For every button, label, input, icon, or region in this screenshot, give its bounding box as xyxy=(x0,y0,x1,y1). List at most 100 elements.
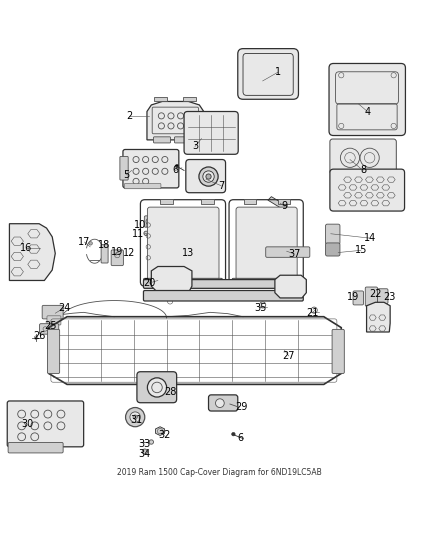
Text: 22: 22 xyxy=(369,289,381,299)
Text: 30: 30 xyxy=(21,419,34,429)
FancyBboxPatch shape xyxy=(111,250,124,265)
FancyBboxPatch shape xyxy=(186,159,226,193)
Text: 23: 23 xyxy=(383,292,396,302)
Text: 26: 26 xyxy=(33,332,45,341)
Text: 32: 32 xyxy=(158,430,171,440)
FancyBboxPatch shape xyxy=(124,183,161,189)
Circle shape xyxy=(133,415,138,419)
Polygon shape xyxy=(183,97,196,101)
Text: 8: 8 xyxy=(360,165,366,175)
Circle shape xyxy=(206,174,211,179)
Circle shape xyxy=(149,440,153,444)
FancyBboxPatch shape xyxy=(208,395,238,411)
Polygon shape xyxy=(155,427,165,435)
FancyBboxPatch shape xyxy=(329,63,406,135)
Text: 19: 19 xyxy=(347,292,360,302)
Text: 16: 16 xyxy=(20,243,32,253)
Text: 35: 35 xyxy=(255,303,267,312)
FancyBboxPatch shape xyxy=(236,207,297,280)
Text: 1: 1 xyxy=(275,67,281,77)
FancyBboxPatch shape xyxy=(353,291,364,305)
FancyBboxPatch shape xyxy=(42,305,63,319)
FancyBboxPatch shape xyxy=(238,49,298,99)
Text: 9: 9 xyxy=(282,201,288,211)
FancyBboxPatch shape xyxy=(153,137,170,143)
Text: 21: 21 xyxy=(306,308,318,318)
Text: 6: 6 xyxy=(172,165,178,175)
Circle shape xyxy=(175,164,179,168)
FancyBboxPatch shape xyxy=(232,278,300,286)
Circle shape xyxy=(89,241,92,245)
Circle shape xyxy=(199,167,218,186)
FancyBboxPatch shape xyxy=(332,329,344,374)
Circle shape xyxy=(130,412,141,422)
Circle shape xyxy=(203,171,214,182)
FancyBboxPatch shape xyxy=(144,290,303,301)
FancyBboxPatch shape xyxy=(365,287,378,306)
Text: 34: 34 xyxy=(139,449,151,459)
Circle shape xyxy=(144,231,148,236)
Circle shape xyxy=(146,218,153,225)
FancyBboxPatch shape xyxy=(144,280,300,288)
Text: 4: 4 xyxy=(364,107,371,117)
FancyBboxPatch shape xyxy=(378,289,388,304)
Text: 24: 24 xyxy=(58,303,70,313)
FancyBboxPatch shape xyxy=(330,139,396,174)
Text: 25: 25 xyxy=(45,321,57,331)
Polygon shape xyxy=(154,97,166,101)
Text: 3: 3 xyxy=(192,141,198,151)
Circle shape xyxy=(126,408,145,427)
FancyBboxPatch shape xyxy=(137,372,177,403)
Text: 19: 19 xyxy=(111,247,124,257)
Polygon shape xyxy=(367,302,390,332)
FancyBboxPatch shape xyxy=(123,149,179,188)
Polygon shape xyxy=(268,197,287,210)
Polygon shape xyxy=(275,275,306,298)
FancyBboxPatch shape xyxy=(325,243,340,256)
Text: 13: 13 xyxy=(182,248,194,259)
FancyBboxPatch shape xyxy=(330,169,405,211)
FancyBboxPatch shape xyxy=(120,157,128,180)
Circle shape xyxy=(142,449,148,454)
Text: 27: 27 xyxy=(283,351,295,361)
FancyBboxPatch shape xyxy=(174,137,191,143)
FancyBboxPatch shape xyxy=(47,316,61,325)
Text: 14: 14 xyxy=(364,233,376,243)
FancyBboxPatch shape xyxy=(144,278,223,286)
Text: 11: 11 xyxy=(132,229,145,239)
Text: 2: 2 xyxy=(127,111,133,121)
FancyBboxPatch shape xyxy=(148,207,219,280)
Polygon shape xyxy=(160,199,173,204)
Text: 17: 17 xyxy=(78,237,91,247)
Text: 5: 5 xyxy=(124,170,130,180)
Text: 33: 33 xyxy=(139,439,151,449)
Text: 37: 37 xyxy=(288,249,300,259)
Text: 28: 28 xyxy=(164,387,176,397)
FancyBboxPatch shape xyxy=(101,245,108,263)
Polygon shape xyxy=(151,266,192,293)
Text: 18: 18 xyxy=(98,240,110,250)
Circle shape xyxy=(215,399,224,408)
Text: 12: 12 xyxy=(124,248,136,259)
FancyBboxPatch shape xyxy=(266,247,310,257)
Text: 20: 20 xyxy=(143,278,155,288)
Text: 6: 6 xyxy=(237,433,243,442)
FancyBboxPatch shape xyxy=(39,324,59,334)
Polygon shape xyxy=(147,101,204,140)
FancyBboxPatch shape xyxy=(7,401,84,447)
Text: 29: 29 xyxy=(235,402,247,412)
Polygon shape xyxy=(201,199,214,204)
Text: 31: 31 xyxy=(130,415,142,425)
Polygon shape xyxy=(10,224,55,280)
FancyBboxPatch shape xyxy=(8,442,63,453)
FancyBboxPatch shape xyxy=(47,329,60,374)
Text: 15: 15 xyxy=(355,245,367,255)
Circle shape xyxy=(148,378,166,397)
FancyBboxPatch shape xyxy=(325,224,340,244)
Text: 7: 7 xyxy=(218,181,224,191)
Circle shape xyxy=(232,432,235,436)
Text: 10: 10 xyxy=(134,220,147,230)
Text: 2019 Ram 1500 Cap-Cover Diagram for 6ND19LC5AB: 2019 Ram 1500 Cap-Cover Diagram for 6ND1… xyxy=(117,468,321,477)
FancyBboxPatch shape xyxy=(145,216,155,227)
Polygon shape xyxy=(278,199,290,204)
